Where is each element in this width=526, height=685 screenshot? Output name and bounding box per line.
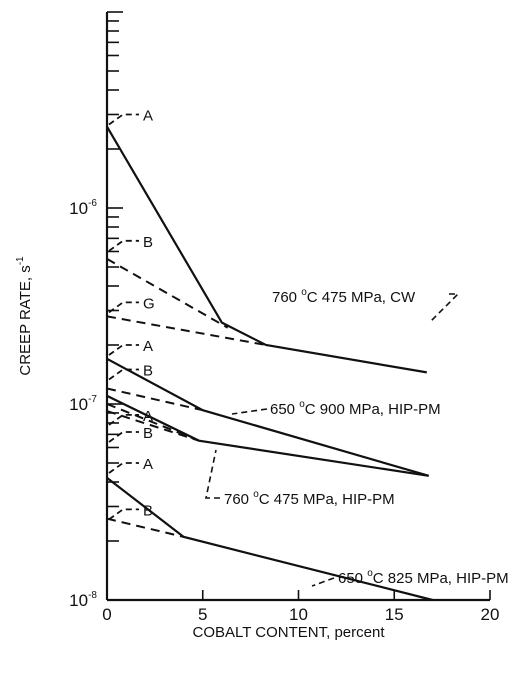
marker-label: A	[143, 456, 153, 473]
series-label-num: 650	[338, 570, 367, 587]
y-tick-label: 10-6	[69, 198, 97, 218]
series-label: 650 oC 825 MPa, HIP-PM	[338, 568, 509, 587]
series-label-degree: o	[253, 489, 259, 500]
y-tick-base: 10	[69, 395, 88, 414]
marker-label: B	[143, 502, 153, 519]
marker-label: B	[143, 234, 153, 251]
series-label-leader	[231, 408, 268, 415]
series-label-leader	[429, 293, 460, 323]
marker-leader	[108, 239, 139, 252]
marker-label: B	[143, 425, 153, 442]
marker-leader	[108, 113, 139, 126]
marker-leader	[108, 368, 139, 381]
series-label-num: 650	[270, 401, 299, 418]
series-dashed-line	[106, 258, 229, 329]
tick-marks	[106, 11, 491, 601]
series-label-text: C 825 MPa, HIP-PM	[373, 570, 509, 587]
y-tick-base: 10	[69, 591, 88, 610]
marker-leader	[108, 344, 139, 356]
marker-label: B	[143, 362, 153, 379]
marker-leader	[108, 508, 139, 521]
x-tick-label: 10	[289, 605, 308, 624]
series-label-text: C 475 MPa, CW	[307, 289, 416, 306]
series-label-num: 760	[272, 289, 301, 306]
marker-leader	[108, 431, 139, 443]
x-tick-label: 5	[198, 605, 207, 624]
series-label: 760 oC 475 MPa, HIP-PM	[224, 489, 395, 508]
x-tick-label: 20	[481, 605, 500, 624]
y-axis-title-text: CREEP RATE, s	[17, 265, 34, 375]
marker-label: A	[143, 408, 153, 425]
series-label: 650 oC 900 MPa, HIP-PM	[270, 399, 441, 418]
marker-leader	[108, 301, 139, 314]
series-dashed-line	[106, 387, 203, 412]
marker-label: G	[143, 295, 155, 312]
x-tick-label: 0	[102, 605, 111, 624]
y-axis-title: CREEP RATE, s-1	[15, 256, 34, 376]
y-tick-exponent: -6	[88, 198, 97, 209]
series-label-degree: o	[301, 287, 307, 298]
series-lines	[106, 113, 460, 602]
marker-label: A	[143, 107, 153, 124]
series-label-degree: o	[299, 399, 305, 410]
series-dashed-line	[106, 315, 267, 346]
marker-leader	[108, 413, 139, 426]
x-tick-label: 15	[385, 605, 404, 624]
series-label-leader	[205, 449, 220, 499]
y-axis-title-sup: -1	[15, 256, 26, 265]
x-axis-title: COBALT CONTENT, percent	[193, 624, 386, 641]
marker-label: A	[143, 338, 153, 355]
y-tick-exponent: -8	[88, 590, 97, 601]
series-label-degree: o	[367, 568, 373, 579]
axes	[105, 12, 490, 602]
series-label-text: C 475 MPa, HIP-PM	[259, 491, 395, 508]
series-dashed-line	[106, 517, 184, 538]
y-tick-label: 10-7	[69, 394, 97, 414]
series-label-num: 760	[224, 491, 253, 508]
series-dashed-line	[106, 403, 200, 442]
y-tick-label: 10-8	[69, 590, 97, 610]
series-label: 760 oC 475 MPa, CW	[272, 287, 416, 306]
series-label-text: C 900 MPa, HIP-PM	[305, 401, 441, 418]
series-solid-line	[106, 126, 427, 374]
y-tick-base: 10	[69, 199, 88, 218]
marker-leader	[108, 462, 139, 474]
series-label-leader	[311, 577, 335, 587]
y-tick-exponent: -7	[88, 394, 97, 405]
